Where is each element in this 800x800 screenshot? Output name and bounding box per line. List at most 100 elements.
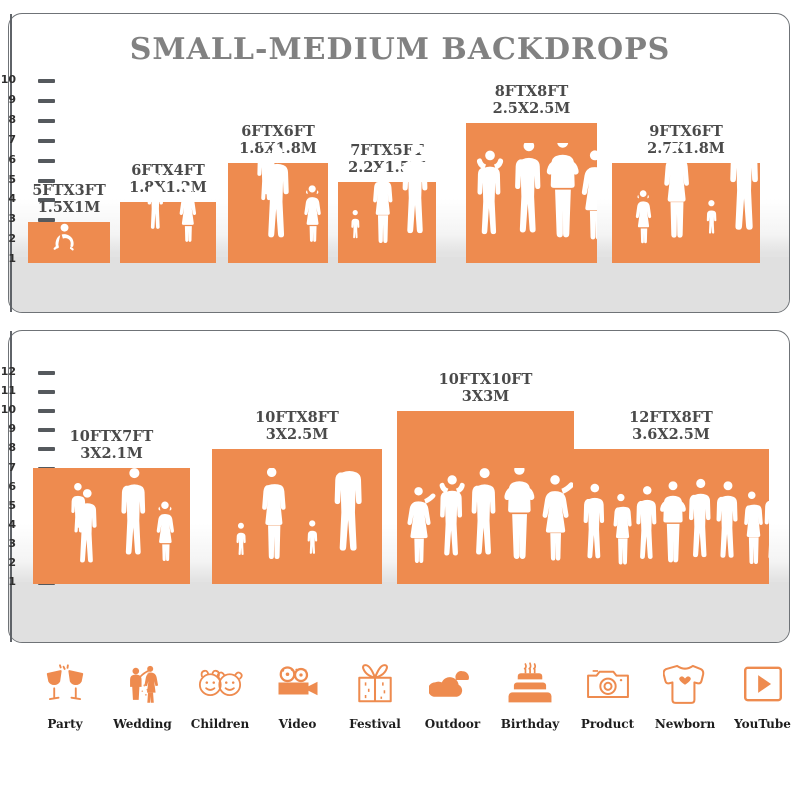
silhouette-group <box>33 468 190 605</box>
y-axis-tick-label: 5 <box>8 172 16 186</box>
bar-label-meters: 2.5X2.5M <box>492 99 571 117</box>
y-axis-tick <box>38 390 55 395</box>
bar-label-meters: 2.7X1.8M <box>647 139 725 157</box>
y-axis-tick-label: 10 <box>0 73 16 86</box>
y-axis-tick-label: 8 <box>8 112 16 126</box>
y-axis-tick-label: 3 <box>8 536 16 550</box>
ground-strip-bottom <box>9 582 789 642</box>
usecase-label: Festival <box>349 717 401 731</box>
y-axis-tick <box>38 158 55 163</box>
bar-label-feet: 10FTX7FT <box>69 428 154 446</box>
gift-box-icon <box>336 655 414 713</box>
y-axis-tick <box>38 371 55 375</box>
silhouette-group <box>466 142 597 284</box>
y-axis-line-top <box>10 14 12 312</box>
video-camera-icon <box>259 655 337 713</box>
y-axis-tick-label: 2 <box>8 232 16 246</box>
y-axis-tick <box>38 447 55 452</box>
y-axis-tick-label: 10 <box>0 403 16 417</box>
usecase-label: Children <box>190 717 250 731</box>
y-axis-tick <box>38 178 55 183</box>
children-faces-icon <box>181 655 259 713</box>
y-axis-tick-label: 9 <box>8 92 16 106</box>
page-title: SMALL-MEDIUM BACKDROPS <box>129 32 671 67</box>
y-axis-tick <box>38 118 55 123</box>
silhouette-group <box>612 142 760 284</box>
y-axis-tick <box>38 98 55 103</box>
y-axis-tick-label: 7 <box>8 132 16 146</box>
usecase-children[interactable]: Children <box>181 655 259 731</box>
wedding-couple-icon <box>104 655 182 713</box>
bar-label-feet: 9FTX6FT <box>649 122 723 140</box>
bar-label-meters: 3.6X2.5M <box>632 426 710 444</box>
usecase-newborn[interactable]: Newborn <box>646 655 724 731</box>
silhouette-group <box>573 468 769 605</box>
usecase-label: Outdoor <box>424 717 481 731</box>
y-axis-tick <box>38 409 55 414</box>
birthday-cake-icon <box>491 655 569 713</box>
bar-label-feet: 8FTX8FT <box>494 82 569 100</box>
bar-label-feet: 5FTX3FT <box>32 182 106 200</box>
silhouette-group <box>212 468 382 605</box>
usecase-festival[interactable]: Festival <box>336 655 414 731</box>
y-axis-tick <box>38 138 55 143</box>
photo-camera-icon <box>569 655 647 713</box>
y-axis-tick-label: 7 <box>8 460 16 474</box>
usecase-label: Birthday <box>500 717 560 731</box>
y-axis-tick-label: 5 <box>8 498 16 512</box>
usecase-party[interactable]: Party <box>26 655 104 731</box>
wine-glasses-icon <box>26 655 104 713</box>
bar-label-feet: 10FTX10FT <box>438 371 533 389</box>
usecase-wedding[interactable]: Wedding <box>104 655 182 731</box>
ground-strip-top <box>9 257 789 312</box>
usecase-label: YouTube <box>734 717 791 731</box>
usecase-icon-strip: Party Wedding Children <box>8 655 791 765</box>
usecase-label: Party <box>47 717 83 731</box>
y-axis-tick-label: 6 <box>8 152 16 166</box>
bar-label-10ftx7ft: 10FTX7FT 3X2.1M <box>3 428 220 462</box>
usecase-outdoor[interactable]: Outdoor <box>414 655 492 731</box>
y-axis-tick <box>38 79 55 83</box>
cloud-icon <box>414 655 492 713</box>
play-button-icon <box>724 655 800 713</box>
y-axis-tick-label: 9 <box>8 422 16 436</box>
y-axis-tick-label: 4 <box>8 192 16 206</box>
bar-6ftx4ft <box>120 202 216 263</box>
silhouette-group <box>338 142 436 284</box>
y-axis-tick-label: 12 <box>0 365 16 378</box>
y-axis-line-bottom <box>10 331 12 642</box>
usecase-label: Video <box>278 717 317 731</box>
bar-label-feet: 10FTX8FT <box>255 409 339 427</box>
bar-label-meters: 3X2.5M <box>265 426 329 444</box>
y-axis-tick-label: 11 <box>0 384 16 398</box>
silhouette-group <box>228 142 328 284</box>
silhouette-group <box>28 143 110 284</box>
y-axis-tick-label: 4 <box>8 517 16 531</box>
usecase-label: Wedding <box>113 717 172 731</box>
silhouette-group <box>120 143 216 284</box>
usecase-label: Product <box>580 717 635 731</box>
y-axis-tick <box>38 218 55 223</box>
bar-5ftx3ft <box>28 222 110 263</box>
usecase-video[interactable]: Video <box>259 655 337 731</box>
bar-label-5ftx3ft: 5FTX3FT 1.5X1M <box>0 182 140 216</box>
bar-label-9ftx6ft: 9FTX6FT 2.7X1.8M <box>582 123 790 157</box>
usecase-product[interactable]: Product <box>569 655 647 731</box>
bar-label-meters: 1.5X1M <box>37 199 101 217</box>
bar-label-8ftx8ft: 8FTX8FT 2.5X2.5M <box>436 83 627 117</box>
usecase-youtube[interactable]: YouTube <box>724 655 800 731</box>
usecase-birthday[interactable]: Birthday <box>491 655 569 731</box>
silhouette-group <box>397 468 574 605</box>
bar-label-feet: 7FTX5FT <box>350 142 424 160</box>
bar-label-meters: 3X2.1M <box>80 445 143 463</box>
y-axis-tick-label: 1 <box>8 575 16 589</box>
y-axis-tick <box>38 198 55 203</box>
y-axis-tick-label: 3 <box>8 212 16 226</box>
y-axis-tick <box>38 428 55 433</box>
bar-label-feet: 12FTX8FT <box>629 409 713 427</box>
bar-label-10ftx10ft: 10FTX10FT 3X3M <box>367 371 604 405</box>
bar-label-feet: 6FTX6FT <box>241 122 315 140</box>
baby-onesie-icon <box>646 655 724 713</box>
y-axis-tick-label: 2 <box>8 556 16 569</box>
